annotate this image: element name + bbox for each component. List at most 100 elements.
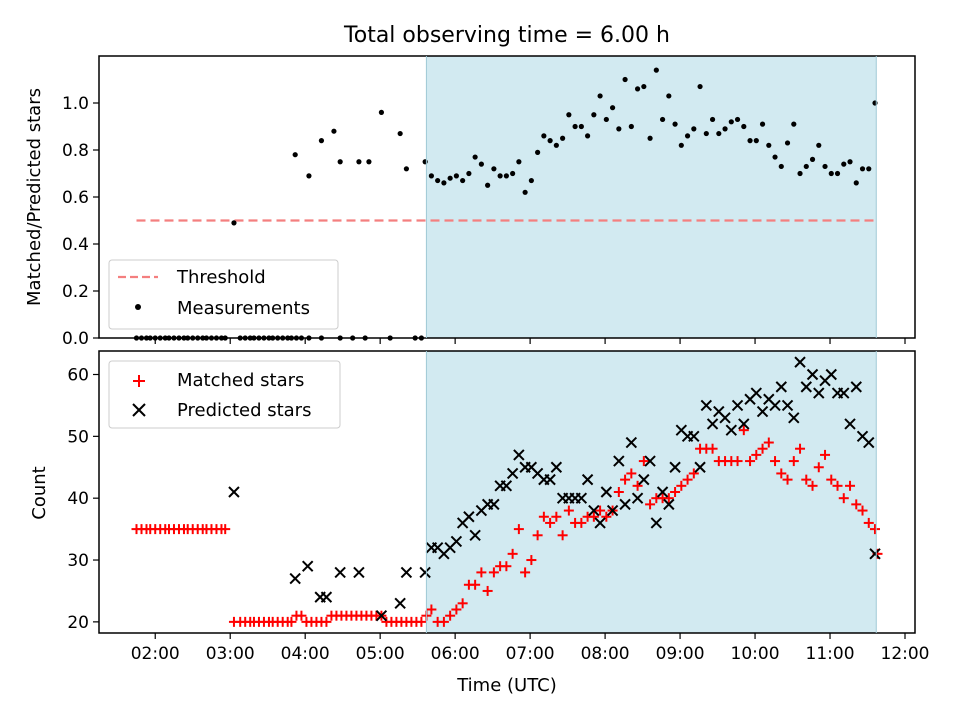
predicted-star-point: [228, 486, 240, 498]
measurement-point: [809, 156, 816, 162]
matched-star-point: [757, 443, 768, 454]
matched-star-point: [732, 456, 743, 467]
bottom-x-axis-label: Time (UTC): [456, 675, 557, 696]
top-y-tick-label: 0.0: [62, 329, 89, 349]
measurement-point: [841, 161, 847, 167]
x-tick-label: 03:00: [206, 644, 255, 664]
matched-star-point: [457, 598, 468, 609]
predicted-star-point: [581, 473, 594, 486]
matched-star-point: [286, 616, 297, 627]
predicted-star-point: [700, 399, 713, 412]
predicted-star-point: [488, 498, 500, 511]
measurement-point: [641, 83, 647, 90]
x-tick-label: 06:00: [431, 644, 480, 664]
x-tick-label: 02:00: [131, 644, 180, 664]
top-x-ticks: [154, 338, 906, 344]
top-legend: Threshold Measurements: [108, 259, 339, 330]
measurement-point: [397, 130, 403, 137]
bottom-y-tick-label: 40: [67, 489, 89, 509]
predicted-star-point: [863, 436, 875, 449]
measurement-point: [853, 180, 859, 186]
measurement-point: [734, 116, 741, 123]
matched-legend-swatch: [133, 375, 145, 387]
matched-star-point: [220, 524, 231, 535]
measurement-point: [378, 109, 385, 115]
bottom-y-ticks: 20 30 40 50 60: [67, 366, 99, 633]
matched-star-point: [476, 567, 487, 578]
measurement-point: [866, 166, 872, 172]
predicted-star-point: [625, 436, 638, 449]
measurement-point: [541, 133, 547, 139]
predicted-star-point: [638, 473, 650, 486]
top-shaded-region: [426, 56, 877, 338]
predicted-star-point: [656, 486, 669, 498]
predicted-star-point: [544, 473, 556, 486]
measurement-point: [672, 121, 678, 127]
measurements-legend-label: Measurements: [177, 298, 310, 319]
bottom-plot-frame: [98, 350, 916, 634]
measurement-point: [435, 177, 441, 184]
x-tick-label: 05:00: [356, 644, 405, 664]
top-legend-box: [108, 259, 339, 330]
predicted-star-point: [725, 424, 738, 436]
x-tick-label: 09:00: [656, 644, 705, 664]
matched-star-point: [838, 493, 849, 504]
matched-star-point: [788, 456, 799, 467]
predicted-star-point: [575, 492, 588, 504]
predicted-star-point: [450, 535, 463, 548]
matched-star-point: [620, 474, 631, 485]
measurement-point: [834, 170, 841, 177]
predicted-star-point: [694, 461, 706, 473]
bottom-plot-marks: [131, 356, 883, 627]
measurement-point: [597, 93, 603, 99]
predicted-star-point: [289, 572, 301, 585]
bottom-panel: 20 30 40 50 60 02:00 03:00 04:00 05:00 06:00 07:0…: [29, 350, 930, 696]
predicted-star-point: [756, 405, 769, 418]
measurement-point: [510, 170, 516, 177]
matched-star-point: [763, 437, 774, 448]
measurement-point: [628, 123, 634, 130]
measurement-point: [528, 177, 534, 184]
predicted-star-point: [594, 517, 606, 529]
predicted-star-point: [850, 381, 862, 393]
predicted-star-point: [513, 449, 525, 461]
matched-star-point: [801, 474, 812, 485]
top-y-axis-label: Matched/Predicted stars: [24, 88, 45, 306]
matched-star-point: [557, 530, 568, 541]
measurement-point: [453, 173, 459, 179]
matched-star-point: [776, 468, 787, 479]
predicted-star-point: [353, 566, 365, 579]
matched-star-point: [688, 468, 699, 479]
measurement-point: [547, 138, 553, 144]
predicted-star-point: [506, 467, 519, 480]
measurement-point: [797, 170, 803, 177]
bottom-legend: Matched stars Predicted stars: [108, 360, 341, 429]
x-tick-label: 08:00: [581, 644, 630, 664]
measurement-point: [722, 126, 728, 132]
matched-star-point: [851, 499, 862, 510]
measurement-point: [616, 126, 622, 132]
predicted-legend-label: Predicted stars: [177, 400, 311, 421]
predicted-star-point: [775, 381, 787, 393]
measurement-point: [366, 159, 372, 165]
measurement-point: [231, 220, 237, 226]
matched-star-point: [416, 616, 427, 627]
measurement-point: [591, 112, 597, 118]
measurements-legend-swatch: [135, 304, 141, 310]
x-tick-label: 07:00: [506, 644, 555, 664]
matched-star-point: [545, 517, 556, 528]
threshold-legend-label: Threshold: [176, 267, 266, 288]
predicted-star-point: [419, 566, 431, 579]
matched-star-point: [813, 462, 824, 473]
measurement-point: [306, 173, 312, 179]
matched-star-point: [707, 443, 718, 454]
measurement-point: [691, 126, 697, 132]
predicted-star-point: [781, 399, 794, 412]
predicted-star-point: [619, 498, 631, 511]
matched-star-point: [426, 604, 437, 615]
measurement-point: [791, 121, 797, 127]
measurement-point: [778, 163, 784, 170]
predicted-star-point: [813, 387, 825, 399]
measurement-point: [753, 138, 759, 144]
measurement-point: [585, 133, 591, 139]
